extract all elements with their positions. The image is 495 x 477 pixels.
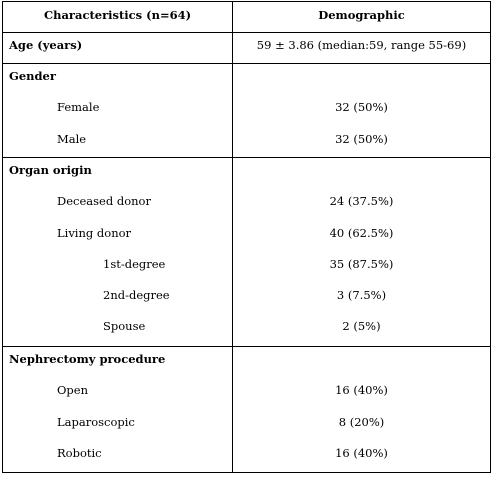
robotic-label: Robotic [57, 446, 102, 460]
header-demographic: Demographic [318, 8, 405, 22]
column-divider [232, 2, 233, 472]
spouse-value: 2 (5%) [342, 319, 381, 333]
spouse-label: Spouse [103, 319, 146, 333]
organ-origin-label: Organ origin [9, 163, 92, 177]
deceased-donor-value: 24 (37.5%) [329, 194, 394, 208]
age-value: 59 ± 3.86 (median:59, range 55-69) [256, 38, 467, 52]
male-value: 32 (50%) [335, 132, 388, 146]
demographics-table: Characteristics (n=64) Demographic Age (… [2, 1, 491, 473]
first-degree-value: 35 (87.5%) [329, 257, 394, 271]
row-divider-gender [3, 157, 490, 158]
male-label: Male [57, 132, 87, 146]
row-divider-header [3, 32, 490, 33]
open-value: 16 (40%) [335, 383, 388, 397]
second-degree-value: 3 (7.5%) [336, 288, 387, 302]
gender-label: Gender [9, 69, 56, 83]
row-divider-organ [3, 346, 490, 347]
first-degree-label: 1st-degree [103, 257, 166, 271]
age-label: Age (years) [9, 38, 83, 52]
laparoscopic-value: 8 (20%) [338, 415, 385, 429]
laparoscopic-label: Laparoscopic [57, 415, 135, 429]
second-degree-label: 2nd-degree [103, 288, 170, 302]
deceased-donor-label: Deceased donor [57, 194, 151, 208]
female-label: Female [57, 100, 100, 114]
nephrectomy-label: Nephrectomy procedure [9, 352, 166, 366]
living-donor-label: Living donor [57, 226, 132, 240]
living-donor-value: 40 (62.5%) [329, 226, 394, 240]
header-characteristics: Characteristics (n=64) [43, 8, 192, 22]
female-value: 32 (50%) [335, 100, 388, 114]
robotic-value: 16 (40%) [335, 446, 388, 460]
row-divider-age [3, 63, 490, 64]
open-label: Open [57, 383, 89, 397]
